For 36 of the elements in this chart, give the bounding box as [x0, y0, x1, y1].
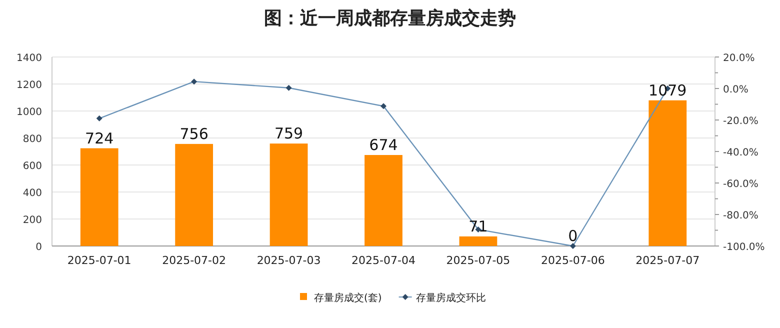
y2-tick-label: -40.0%	[723, 148, 758, 158]
y-tick-label: 600	[22, 161, 42, 172]
x-tick-label: 2025-07-03	[256, 254, 321, 267]
y2-tick-label: 20.0%	[723, 53, 755, 64]
data-label: 674	[369, 136, 398, 154]
bar	[270, 144, 308, 246]
bar	[80, 148, 118, 246]
x-tick-label: 2025-07-02	[162, 254, 226, 267]
bar	[175, 144, 214, 246]
chart-title: 图：近一周成都存量房成交走势	[264, 8, 516, 29]
y-tick-label: 400	[22, 188, 42, 199]
x-tick-label: 2025-07-01	[67, 254, 132, 267]
legend-label: 存量房成交环比	[416, 292, 486, 304]
x-tick-label: 2025-07-04	[352, 254, 416, 267]
data-label: 756	[180, 124, 208, 143]
data-label: 724	[85, 129, 114, 148]
y2-tick-label: 0.0%	[723, 84, 748, 96]
x-tick-label: 2025-07-05	[446, 254, 510, 267]
bar	[459, 236, 498, 246]
bar	[364, 155, 402, 246]
y-tick-label: 800	[22, 134, 42, 145]
y2-tick-label: -60.0%	[723, 179, 758, 190]
data-label: 759	[274, 124, 304, 143]
y2-tick-label: -20.0%	[723, 116, 758, 127]
x-tick-label: 2025-07-07	[636, 254, 700, 267]
bar	[648, 100, 687, 246]
y-tick-label: 0	[36, 242, 42, 253]
data-label: 0	[568, 227, 578, 245]
x-tick-label: 2025-07-06	[540, 254, 605, 267]
y-tick-label: 1400	[16, 53, 42, 64]
y2-tick-label: -80.0%	[723, 210, 758, 222]
legend-label: 存量房成交(套)	[314, 292, 382, 304]
y-tick-label: 1200	[16, 80, 42, 91]
y-tick-label: 200	[22, 215, 42, 226]
y2-tick-label: -100.0%	[723, 242, 765, 253]
y-tick-label: 1000	[16, 107, 42, 118]
